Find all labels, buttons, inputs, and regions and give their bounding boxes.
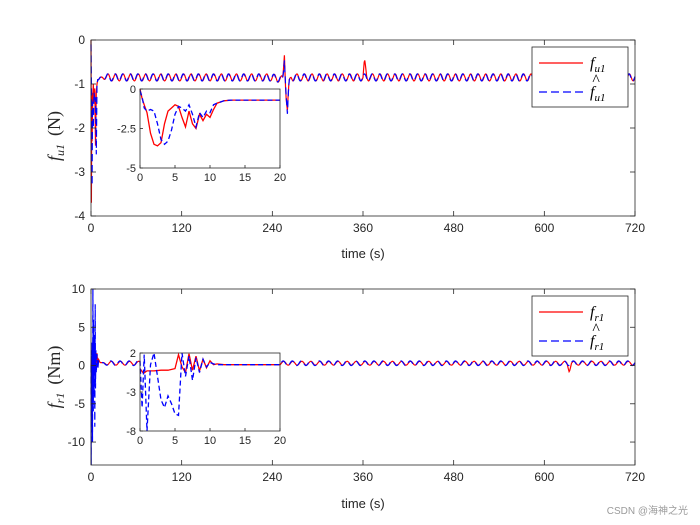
bottom-legend-hat: ^ [592, 321, 600, 338]
bottom-legend-actual-main: f [590, 304, 597, 321]
bottom-y-tick-label: 0 [78, 359, 85, 373]
top-x-tick-label: 240 [262, 221, 282, 235]
top-x-tick-label: 480 [444, 221, 464, 235]
bottom-x-tick-label: 240 [262, 470, 282, 484]
top-x-tick-label: 0 [88, 221, 95, 235]
top-inset-x-tick-label: 10 [204, 172, 216, 184]
bottom-x-tick-label: 120 [172, 470, 192, 484]
top-inset-x-tick-label: 15 [239, 172, 251, 184]
top-y-label-main: f [44, 153, 64, 161]
bottom-inset-y-tick-label: 2 [130, 348, 136, 360]
top-ticks-group: 0 120 240 360 480 600 720 0 -1 -2 -3 -4 [74, 33, 645, 235]
bottom-inset-x-tick-label: 15 [239, 435, 251, 447]
bottom-x-axis-label: time (s) [341, 496, 384, 511]
top-y-label-unit: (N) [44, 111, 65, 136]
bottom-legend-label-actual: fr1 [590, 304, 604, 324]
bottom-legend-actual-sub: r1 [594, 312, 604, 324]
top-legend-label-actual: fu1 [590, 55, 605, 75]
top-y-axis-label: fu1 (N) [44, 111, 67, 161]
bottom-inset-series-group [139, 352, 280, 432]
top-inset-y-tick-label: -5 [126, 163, 136, 175]
bottom-inset-ticks-group: 0 5 10 15 20 2 -3 -8 [126, 348, 286, 447]
top-inset-line-estimate [139, 90, 280, 146]
bottom-y-tick-label: 5 [78, 320, 85, 334]
top-legend-actual-sub: u1 [594, 63, 605, 75]
top-inset: 0 5 10 15 20 0 -2.5 -5 [117, 84, 286, 184]
bottom-ticks-group: 0 120 240 360 480 600 720 10 5 0 -5 -10 [68, 282, 646, 484]
bottom-x-tick-label: 600 [534, 470, 554, 484]
top-legend-actual-main: f [590, 55, 597, 72]
top-inset-x-tick-label: 0 [137, 172, 143, 184]
bottom-x-tick-label: 480 [444, 470, 464, 484]
top-x-axis-label: time (s) [341, 246, 384, 261]
top-x-tick-label: 360 [353, 221, 373, 235]
top-y-tick-label: 0 [78, 33, 85, 47]
bottom-y-label-main: f [44, 400, 64, 408]
top-legend-estimate-sub: u1 [594, 92, 605, 104]
top-inset-series-group [139, 88, 280, 147]
bottom-inset-line-estimate [139, 352, 280, 432]
top-y-tick-label: -1 [74, 77, 85, 91]
top-inset-x-tick-label: 20 [274, 172, 286, 184]
bottom-y-axis-label: fr1 (Nm) [44, 346, 67, 409]
bottom-inset-x-tick-label: 5 [172, 435, 178, 447]
bottom-inset-background [140, 353, 280, 431]
top-y-label-sub: u1 [53, 144, 67, 156]
bottom-inset: 0 5 10 15 20 2 -3 -8 [126, 348, 286, 447]
top-legend-hat: ^ [592, 72, 600, 89]
bottom-legend-estimate-main: f [590, 333, 597, 350]
bottom-y-tick-label: 10 [72, 282, 86, 296]
top-y-tick-label: -2 [74, 121, 85, 135]
top-inset-x-tick-label: 5 [172, 172, 178, 184]
watermark: CSDN @海神之光 [607, 504, 688, 517]
bottom-y-label-sub: r1 [53, 393, 67, 404]
top-legend: fu1 fu1 ^ [531, 46, 629, 108]
top-legend-estimate-main: f [590, 84, 597, 101]
bottom-x-tick-label: 360 [353, 470, 373, 484]
bottom-legend: fr1 fr1 ^ [531, 295, 629, 357]
bottom-inset-y-tick-label: -8 [126, 426, 136, 438]
top-inset-ticks-group: 0 5 10 15 20 0 -2.5 -5 [117, 84, 286, 184]
top-legend-label-estimate: fu1 [590, 84, 605, 104]
top-inset-line-actual [139, 88, 280, 147]
bottom-inset-x-tick-label: 0 [137, 435, 143, 447]
top-x-tick-label: 720 [625, 221, 645, 235]
top-x-tick-label: 600 [534, 221, 554, 235]
top-inset-y-tick-label: 0 [130, 84, 136, 96]
bottom-legend-label-estimate: fr1 [590, 333, 604, 353]
bottom-legend-box [531, 295, 629, 357]
bottom-inset-y-tick-label: -3 [126, 387, 136, 399]
top-inset-background [140, 89, 280, 168]
top-y-tick-label: -4 [74, 209, 85, 223]
bottom-x-tick-label: 720 [625, 470, 645, 484]
top-legend-box [531, 46, 629, 108]
bottom-y-tick-label: -10 [68, 435, 86, 449]
top-x-tick-label: 120 [172, 221, 192, 235]
bottom-inset-x-tick-label: 10 [204, 435, 216, 447]
top-y-tick-label: -3 [74, 165, 85, 179]
bottom-y-label-unit: (Nm) [44, 346, 65, 385]
top-inset-y-tick-label: -2.5 [117, 124, 136, 136]
bottom-legend-estimate-sub: r1 [594, 341, 604, 353]
bottom-y-tick-label: -5 [74, 397, 85, 411]
bottom-x-tick-label: 0 [88, 470, 95, 484]
bottom-inset-x-tick-label: 20 [274, 435, 286, 447]
